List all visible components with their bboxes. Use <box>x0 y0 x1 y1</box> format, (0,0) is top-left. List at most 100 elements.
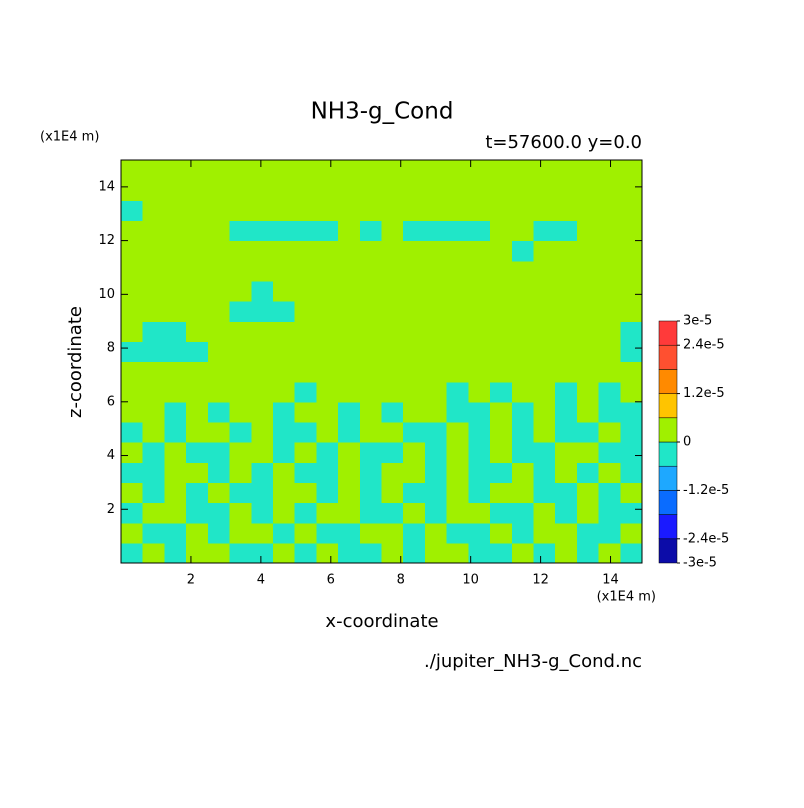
plot-frame <box>120 159 643 564</box>
contour-cell <box>468 321 491 342</box>
contour-cell <box>142 341 166 363</box>
contour-cell <box>121 240 144 262</box>
contour-cell <box>229 160 252 181</box>
contour-cell <box>186 160 209 181</box>
contour-cell <box>338 482 361 504</box>
contour-cell <box>490 220 513 242</box>
contour-cell <box>403 260 426 282</box>
contour-cell <box>251 502 274 524</box>
contour-cell <box>468 260 491 282</box>
contour-cell <box>381 522 404 544</box>
contour-cell <box>381 542 404 564</box>
contour-cell <box>272 160 296 181</box>
contour-cell <box>164 160 187 181</box>
contour-cell <box>533 421 556 443</box>
contour-cell <box>207 160 231 181</box>
contour-cell <box>359 220 383 242</box>
contour-cell <box>555 381 578 403</box>
contour-cell <box>620 482 643 504</box>
contour-cell <box>142 240 166 262</box>
contour-cell <box>403 220 426 242</box>
contour-cell <box>164 321 187 342</box>
contour-cell <box>338 381 361 403</box>
contour-cell <box>403 482 426 504</box>
contour-cell <box>424 160 448 181</box>
contour-cell <box>533 361 556 383</box>
contour-cell <box>620 361 643 383</box>
y-tick-label: 10 <box>98 287 115 302</box>
contour-cell <box>359 341 383 363</box>
contour-cell <box>403 442 426 463</box>
contour-cell <box>468 482 491 504</box>
contour-cell <box>121 220 144 242</box>
contour-cell <box>121 421 144 443</box>
x-tick-label: 6 <box>327 573 335 588</box>
contour-cell <box>272 301 296 322</box>
contour-cell <box>142 502 166 524</box>
contour-cell <box>424 361 448 383</box>
contour-cell <box>620 321 643 342</box>
contour-cell <box>186 200 209 222</box>
contour-cell <box>468 240 491 262</box>
contour-cell <box>338 502 361 524</box>
contour-cell <box>424 200 448 222</box>
contour-cell <box>403 280 426 302</box>
contour-cell <box>620 160 643 181</box>
contour-cell <box>121 280 144 302</box>
contour-field <box>121 160 643 564</box>
contour-cell <box>164 381 187 403</box>
contour-cell <box>251 341 274 363</box>
contour-cell <box>598 180 621 201</box>
contour-cell <box>359 240 383 262</box>
contour-cell <box>403 542 426 564</box>
contour-cell <box>533 341 556 363</box>
contour-cell <box>316 280 339 302</box>
contour-cell <box>598 542 621 564</box>
contour-cell <box>424 442 448 463</box>
contour-cell <box>490 180 513 201</box>
colorbar-band <box>658 320 678 346</box>
contour-cell <box>294 260 317 282</box>
contour-cell <box>620 240 643 262</box>
contour-cell <box>316 421 339 443</box>
contour-cell <box>251 220 274 242</box>
contour-cell <box>576 321 600 342</box>
contour-cell <box>403 160 426 181</box>
contour-cell <box>359 180 383 201</box>
contour-cell <box>468 160 491 181</box>
contour-cell <box>555 240 578 262</box>
contour-cell <box>446 421 469 443</box>
contour-cell <box>424 180 448 201</box>
contour-cell <box>186 502 209 524</box>
contour-cell <box>598 301 621 322</box>
contour-cell <box>511 522 535 544</box>
contour-cell <box>316 180 339 201</box>
contour-cell <box>338 180 361 201</box>
contour-cell <box>490 361 513 383</box>
contour-cell <box>468 462 491 483</box>
contour-cell <box>316 462 339 483</box>
contour-cell <box>294 482 317 504</box>
contour-cell <box>468 442 491 463</box>
contour-cell <box>533 442 556 463</box>
contour-cell <box>164 401 187 423</box>
contour-cell <box>251 260 274 282</box>
contour-cell <box>229 381 252 403</box>
contour-cell <box>229 482 252 504</box>
contour-cell <box>446 522 469 544</box>
contour-cell <box>121 160 144 181</box>
contour-cell <box>142 421 166 443</box>
contour-cell <box>186 442 209 463</box>
contour-cell <box>251 522 274 544</box>
contour-cell <box>338 522 361 544</box>
contour-cell <box>272 260 296 282</box>
contour-cell <box>598 321 621 342</box>
contour-cell <box>490 341 513 363</box>
contour-cell <box>555 482 578 504</box>
contour-cell <box>121 260 144 282</box>
contour-cell <box>576 301 600 322</box>
contour-cell <box>555 180 578 201</box>
contour-cell <box>446 260 469 282</box>
contour-cell <box>142 542 166 564</box>
contour-cell <box>294 381 317 403</box>
